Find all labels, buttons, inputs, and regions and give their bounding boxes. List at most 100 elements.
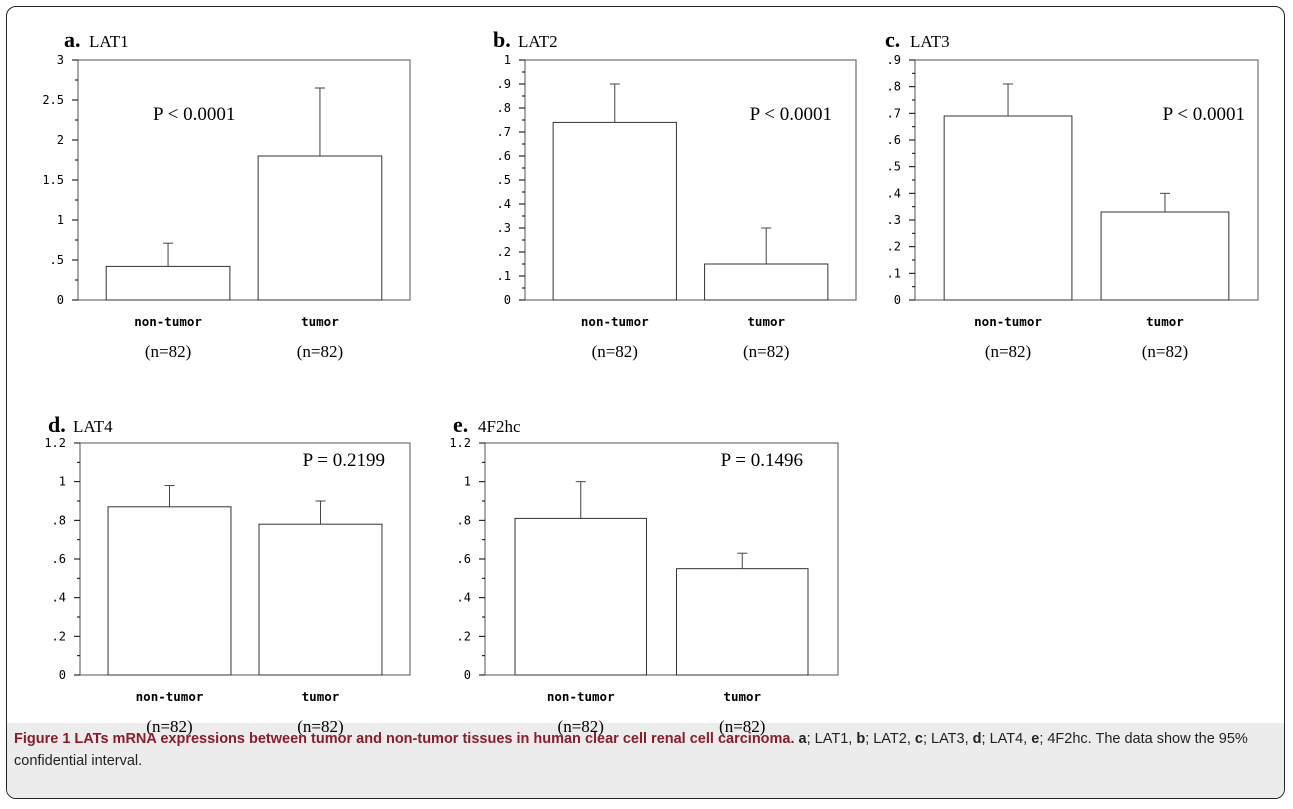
p-value-label: P < 0.0001 xyxy=(153,104,235,125)
caption-part-a: a; LAT1, xyxy=(799,731,857,747)
bar-non-tumor xyxy=(105,265,231,301)
category-label: non-tumor xyxy=(547,689,615,704)
p-value-label: P < 0.0001 xyxy=(1163,104,1245,125)
caption-part-c: c; LAT3, xyxy=(915,731,973,747)
caption-text: ; LAT4, xyxy=(981,731,1032,747)
y-tick-label: .4 xyxy=(52,591,66,605)
panel-letter: e. xyxy=(453,412,468,437)
caption-part-e: e; 4F2hc. The data show the 95% confiden… xyxy=(14,731,1248,769)
y-tick-label: 0 xyxy=(894,293,901,307)
y-tick-label: 1 xyxy=(504,53,511,67)
panel-title: LAT2 xyxy=(518,32,558,51)
y-tick-label: .4 xyxy=(457,591,471,605)
y-tick-label: .1 xyxy=(887,266,901,280)
panel-letter: c. xyxy=(885,27,900,52)
p-value-label: P = 0.1496 xyxy=(721,450,803,471)
caption-part-d: d; LAT4, xyxy=(973,731,1032,747)
category-label: tumor xyxy=(747,314,785,329)
chart-panel-4f2hc: e. 4F2hc 0 .2 .4 .6 .8 1 1.2 non-tumor (n=82) tumor… xyxy=(449,412,839,736)
chart-panel-lat2: b. LAT2 0 .1 .2 .3 .4 .5 .6 .7 .8 .9 1 non-tumor (n=82… xyxy=(493,27,857,361)
n-label: (n=82) xyxy=(146,717,192,736)
y-tick-label: .8 xyxy=(887,80,901,94)
y-tick-label: .8 xyxy=(497,101,511,115)
p-value-label: P < 0.0001 xyxy=(750,104,832,125)
panel-title: LAT1 xyxy=(89,32,129,51)
y-tick-label: 1 xyxy=(464,475,471,489)
category-label: non-tumor xyxy=(136,689,204,704)
y-tick-label: 1.5 xyxy=(42,173,64,187)
panel-title: 4F2hc xyxy=(478,417,521,436)
caption-letter: a xyxy=(798,731,807,747)
figure-caption: Figure 1 LATs mRNA expressions between t… xyxy=(14,728,1276,772)
n-label: (n=82) xyxy=(743,342,789,361)
panel-title: LAT4 xyxy=(73,417,113,436)
category-label: tumor xyxy=(301,314,339,329)
caption-letter: c xyxy=(914,731,923,747)
y-tick-label: .2 xyxy=(52,629,66,643)
y-tick-label: .1 xyxy=(497,269,511,283)
n-label: (n=82) xyxy=(297,342,343,361)
y-tick-label: 1 xyxy=(57,213,64,227)
y-tick-label: .4 xyxy=(887,186,901,200)
chart-panel-lat1: a. LAT1 0 .5 1 1.5 2 2.5 3 non-tumor (n=82) tumor (n… xyxy=(42,27,411,361)
caption-part-b: b; LAT2, xyxy=(856,731,915,747)
category-label: tumor xyxy=(1146,314,1184,329)
caption-letter: b xyxy=(856,731,866,747)
n-label: (n=82) xyxy=(719,717,765,736)
y-tick-label: .8 xyxy=(52,513,66,527)
caption-text: ; LAT1, xyxy=(806,731,857,747)
y-tick-label: .7 xyxy=(497,125,511,139)
p-value-label: P = 0.2199 xyxy=(303,450,385,471)
y-tick-label: 2.5 xyxy=(42,93,64,107)
bar-tumor xyxy=(257,155,383,301)
caption-background xyxy=(7,723,1284,798)
caption-text: ; LAT3, xyxy=(922,731,973,747)
panel-title: LAT3 xyxy=(910,32,950,51)
y-tick-label: .5 xyxy=(887,160,901,174)
panel-letter: b. xyxy=(493,27,511,52)
y-tick-label: .9 xyxy=(497,77,511,91)
category-label: non-tumor xyxy=(974,314,1042,329)
y-tick-label: 0 xyxy=(504,293,511,307)
category-label: non-tumor xyxy=(134,314,202,329)
y-tick-label: .7 xyxy=(887,106,901,120)
bar-tumor xyxy=(1100,211,1230,301)
y-tick-label: .3 xyxy=(887,213,901,227)
n-label: (n=82) xyxy=(592,342,638,361)
y-tick-label: .3 xyxy=(497,221,511,235)
bar-non-tumor xyxy=(943,115,1073,301)
y-tick-label: .6 xyxy=(497,149,511,163)
y-tick-label: 1 xyxy=(59,475,66,489)
y-tick-label: .2 xyxy=(457,629,471,643)
category-label: non-tumor xyxy=(581,314,649,329)
y-tick-label: .8 xyxy=(457,513,471,527)
y-tick-label: .6 xyxy=(52,552,66,566)
y-tick-label: 0 xyxy=(57,293,64,307)
y-tick-label: 1.2 xyxy=(44,436,66,450)
bar-tumor xyxy=(704,263,829,301)
bar-non-tumor xyxy=(552,121,677,301)
y-tick-label: .6 xyxy=(887,133,901,147)
y-tick-label: .5 xyxy=(497,173,511,187)
y-tick-label: 1.2 xyxy=(449,436,471,450)
bar-tumor xyxy=(258,523,383,676)
n-label: (n=82) xyxy=(297,717,343,736)
chart-panel-lat4: d. LAT4 0 .2 .4 .6 .8 1 1.2 non-tumor (n=82) tumor (… xyxy=(44,412,411,736)
n-label: (n=82) xyxy=(1142,342,1188,361)
panel-letter: d. xyxy=(48,412,66,437)
y-tick-label: 3 xyxy=(57,53,64,67)
bar-non-tumor xyxy=(107,506,232,676)
y-tick-label: 2 xyxy=(57,133,64,147)
category-label: tumor xyxy=(302,689,340,704)
caption-title: Figure 1 LATs mRNA expressions between t… xyxy=(14,731,795,747)
y-tick-label: .9 xyxy=(887,53,901,67)
chart-panel-lat3: c. LAT3 0 .1 .2 .3 .4 .5 .6 .7 .8 .9 non-tumor (n=82)… xyxy=(885,27,1259,361)
n-label: (n=82) xyxy=(558,717,604,736)
y-tick-label: .2 xyxy=(887,240,901,254)
y-tick-label: .5 xyxy=(50,253,64,267)
category-label: tumor xyxy=(723,689,761,704)
n-label: (n=82) xyxy=(145,342,191,361)
caption-text: ; 4F2hc. The data show the 95% confident… xyxy=(14,731,1248,769)
y-tick-label: 0 xyxy=(464,668,471,682)
